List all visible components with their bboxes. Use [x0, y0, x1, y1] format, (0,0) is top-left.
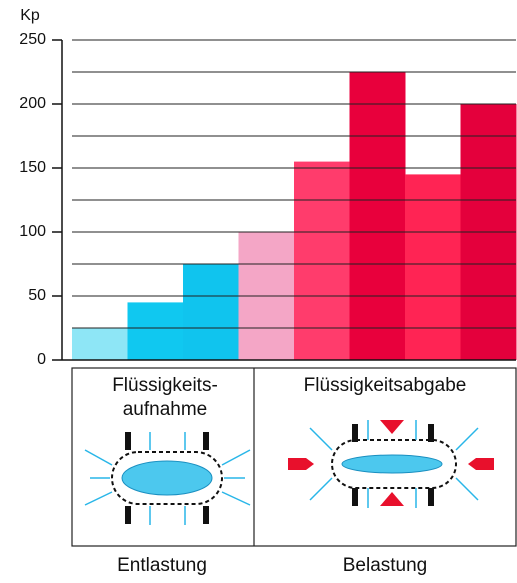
- disc-diagram-right: [288, 420, 494, 508]
- bar: [294, 161, 350, 360]
- panel-frame: [71, 367, 517, 547]
- y-tick-label: 50: [28, 287, 46, 304]
- y-tick-label: 250: [19, 31, 46, 48]
- bar: [183, 264, 239, 360]
- bar: [405, 174, 461, 360]
- disc-diagram-left: [84, 432, 251, 525]
- panel-title: Flüssigkeits-: [112, 375, 218, 396]
- panels: Flüssigkeits- aufnahme Flüssigkeitsabgab…: [71, 367, 517, 576]
- bar: [127, 302, 184, 360]
- y-tick-label: 150: [19, 159, 46, 176]
- bar: [349, 72, 406, 360]
- bar: [72, 328, 128, 360]
- y-tick-label: 200: [19, 95, 46, 112]
- panel-caption: Entlastung: [117, 555, 207, 576]
- y-tick-label: 100: [19, 223, 46, 240]
- y-axis-label: Kp: [20, 7, 40, 24]
- panel-title: aufnahme: [123, 399, 208, 420]
- y-tick-label: 0: [37, 351, 46, 368]
- panel-caption: Belastung: [343, 555, 428, 576]
- panel-title: Flüssigkeitsabgabe: [304, 375, 467, 396]
